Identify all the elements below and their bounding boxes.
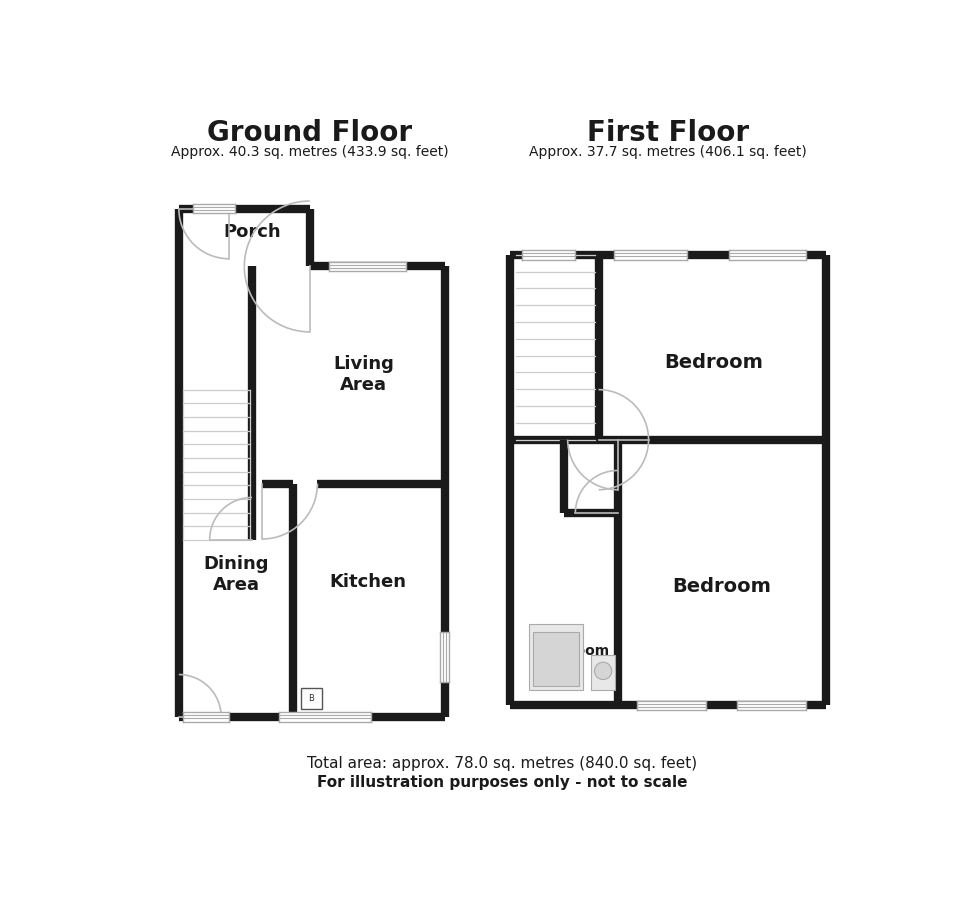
- Text: Approx. 40.3 sq. metres (433.9 sq. feet): Approx. 40.3 sq. metres (433.9 sq. feet): [171, 146, 449, 159]
- Bar: [521, 251, 575, 260]
- Text: Bathroom: Bathroom: [533, 644, 611, 659]
- Text: Dining
Area: Dining Area: [204, 555, 270, 594]
- Bar: [529, 624, 583, 690]
- Text: Kitchen: Kitchen: [329, 573, 406, 591]
- Text: First Floor: First Floor: [587, 119, 749, 148]
- Bar: [637, 700, 707, 710]
- Bar: [613, 251, 687, 260]
- Bar: [729, 251, 807, 260]
- Text: For illustration purposes only - not to scale: For illustration purposes only - not to …: [317, 775, 688, 790]
- Ellipse shape: [595, 662, 612, 680]
- Bar: [301, 688, 322, 710]
- Text: Total area: approx. 78.0 sq. metres (840.0 sq. feet): Total area: approx. 78.0 sq. metres (840…: [307, 756, 698, 770]
- Text: Approx. 37.7 sq. metres (406.1 sq. feet): Approx. 37.7 sq. metres (406.1 sq. feet): [529, 146, 807, 159]
- Text: Bedroom: Bedroom: [664, 353, 763, 372]
- Bar: [193, 205, 235, 214]
- Text: B: B: [309, 694, 315, 703]
- Bar: [329, 262, 406, 271]
- Bar: [440, 633, 449, 682]
- Bar: [279, 712, 371, 721]
- Bar: [737, 700, 807, 710]
- Bar: [182, 712, 229, 721]
- Text: Bedroom: Bedroom: [672, 576, 771, 595]
- Text: Living
Area: Living Area: [333, 355, 394, 394]
- Text: Porch: Porch: [223, 223, 281, 241]
- Bar: [533, 633, 579, 686]
- Bar: [591, 655, 615, 690]
- Text: Ground Floor: Ground Floor: [207, 119, 413, 148]
